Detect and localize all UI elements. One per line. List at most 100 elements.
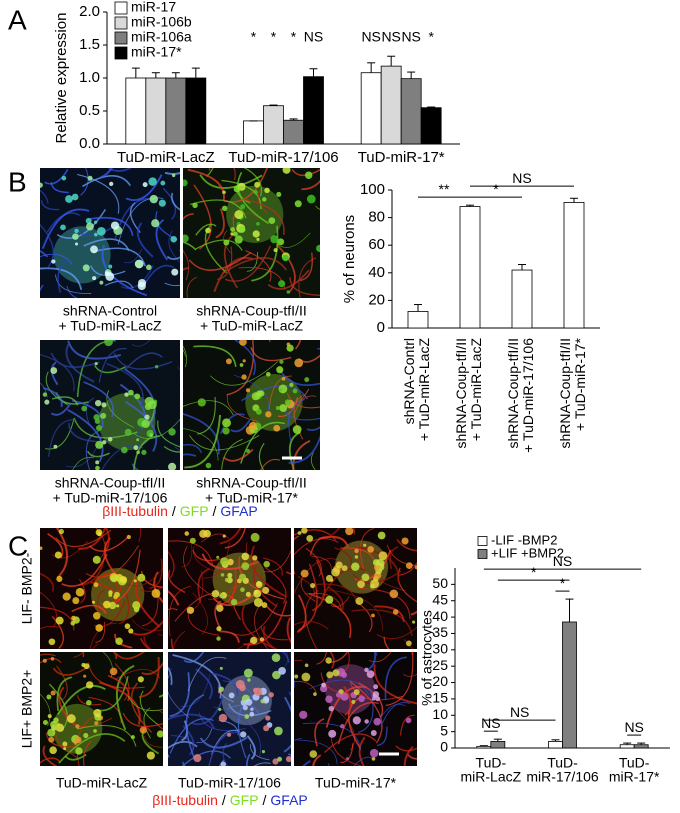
fiber <box>157 709 163 714</box>
x-tick-label: miR-LacZ <box>460 769 521 785</box>
cell <box>168 462 177 470</box>
fiber <box>376 726 388 747</box>
fiber <box>385 652 414 706</box>
legend-label: miR-106b <box>131 14 192 30</box>
fiber <box>176 366 180 371</box>
cell <box>50 690 56 696</box>
fiber <box>80 168 89 196</box>
cell <box>278 666 286 675</box>
fiber <box>310 452 316 470</box>
fiber <box>187 168 225 202</box>
cell <box>142 182 148 188</box>
cell <box>378 551 388 561</box>
cell <box>211 589 220 598</box>
cell <box>335 561 343 569</box>
cell <box>134 393 141 400</box>
cell <box>221 205 228 212</box>
fiber <box>144 264 174 284</box>
fiber <box>52 666 89 676</box>
y-tick-label: 80 <box>368 209 385 226</box>
fiber <box>289 277 320 296</box>
cell <box>265 371 271 377</box>
fiber <box>254 603 269 649</box>
cell <box>366 670 375 678</box>
cell <box>40 546 43 550</box>
cell <box>40 182 43 188</box>
comparison-label: * <box>531 564 537 580</box>
fiber <box>174 446 180 451</box>
fiber <box>277 397 299 418</box>
bar <box>400 78 422 145</box>
cell <box>110 574 118 583</box>
cell <box>262 586 270 594</box>
fiber <box>294 558 341 595</box>
cell <box>389 589 399 599</box>
cell <box>253 589 262 598</box>
cell <box>256 221 260 226</box>
cell <box>136 438 140 442</box>
error-bar <box>637 742 646 745</box>
fiber <box>51 615 65 649</box>
fiber <box>208 731 241 766</box>
fiber <box>186 276 197 298</box>
cell <box>306 194 316 204</box>
cell <box>242 359 246 363</box>
fiber <box>302 760 311 766</box>
fiber <box>231 603 278 636</box>
fiber <box>56 665 68 702</box>
cell <box>256 237 260 241</box>
cell <box>275 406 280 411</box>
cell <box>189 537 196 544</box>
cell <box>274 726 283 736</box>
fiber <box>250 347 292 362</box>
fiber <box>193 546 218 573</box>
cell <box>265 715 271 721</box>
fiber <box>301 179 320 191</box>
fiber <box>50 403 71 416</box>
y-tick-label: 0 <box>377 319 385 336</box>
fiber <box>294 538 339 556</box>
fiber <box>230 419 251 433</box>
fiber <box>97 589 105 613</box>
significance-label: * <box>271 29 277 45</box>
fiber <box>40 625 59 630</box>
cell <box>357 580 365 589</box>
fiber <box>90 217 134 237</box>
significance-label: NS <box>361 29 380 45</box>
cell <box>113 594 118 600</box>
fiber <box>243 600 288 646</box>
stain-name: / <box>172 503 176 519</box>
fiber <box>396 539 417 552</box>
cell <box>246 448 251 453</box>
cell <box>270 235 279 244</box>
cell <box>75 242 79 246</box>
fiber <box>183 213 194 221</box>
fiber <box>250 545 288 598</box>
cell <box>300 569 309 578</box>
cell <box>168 428 176 436</box>
y-tick-label: 100 <box>360 181 385 198</box>
legend-swatch <box>477 536 488 546</box>
cell <box>102 440 107 445</box>
cell <box>171 268 179 276</box>
cell <box>128 389 134 396</box>
fiber <box>399 714 415 736</box>
cell <box>316 244 320 253</box>
bar <box>360 72 382 145</box>
comparison-label: * <box>493 181 499 197</box>
legend-label: +LIF +BMP2 <box>491 545 564 560</box>
error-bar <box>131 67 140 78</box>
stain-name: / <box>213 503 217 519</box>
fiber <box>143 636 153 649</box>
fiber <box>82 652 85 658</box>
cell <box>250 707 254 711</box>
cell <box>50 367 58 374</box>
bar <box>243 120 264 145</box>
micrograph-background <box>168 528 291 649</box>
fiber <box>206 168 214 177</box>
fiber <box>331 528 341 536</box>
fiber <box>410 610 417 616</box>
cell <box>234 210 244 220</box>
fiber <box>96 676 129 712</box>
cell <box>75 736 82 744</box>
